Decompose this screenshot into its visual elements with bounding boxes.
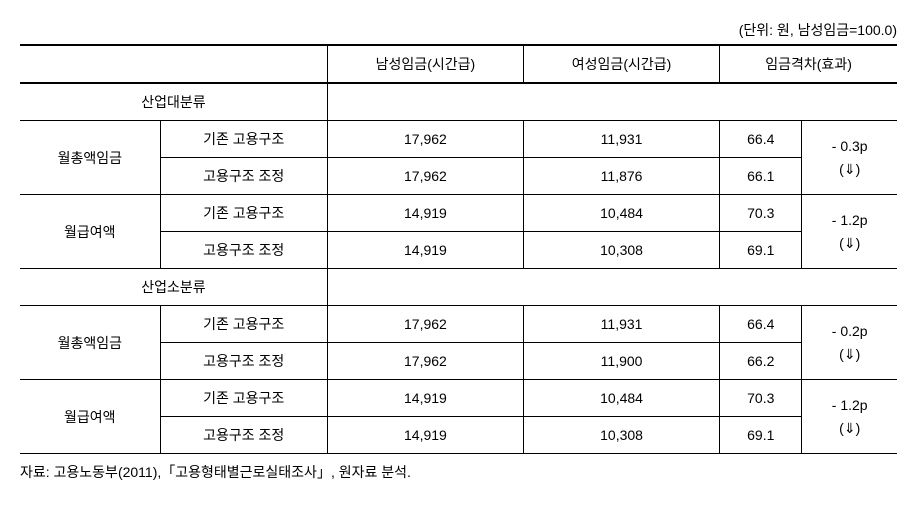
male-value: 17,962 — [327, 343, 523, 380]
male-value: 14,919 — [327, 380, 523, 417]
effect-value: - 1.2p(⇓) — [802, 380, 897, 454]
struct-label: 기존 고용구조 — [160, 121, 327, 158]
header-female-wage: 여성임금(시간급) — [523, 45, 719, 83]
wage-gap-table: 남성임금(시간급) 여성임금(시간급) 임금격차(효과) 산업대분류 월총액임금… — [20, 44, 897, 454]
male-value: 17,962 — [327, 306, 523, 343]
header-row: 남성임금(시간급) 여성임금(시간급) 임금격차(효과) — [20, 45, 897, 83]
gap-value: 66.1 — [720, 158, 802, 195]
header-wage-gap: 임금격차(효과) — [720, 45, 897, 83]
female-value: 10,308 — [523, 232, 719, 269]
female-value: 10,484 — [523, 380, 719, 417]
female-value: 11,876 — [523, 158, 719, 195]
male-value: 17,962 — [327, 121, 523, 158]
female-value: 10,308 — [523, 417, 719, 454]
struct-label: 고용구조 조정 — [160, 343, 327, 380]
struct-label: 기존 고용구조 — [160, 195, 327, 232]
table-row: 월급여액 기존 고용구조 14,919 10,484 70.3 - 1.2p(⇓… — [20, 195, 897, 232]
gap-value: 66.4 — [720, 121, 802, 158]
group-label: 월급여액 — [20, 195, 160, 269]
unit-label: (단위: 원, 남성임금=100.0) — [20, 20, 897, 40]
male-value: 14,919 — [327, 417, 523, 454]
struct-label: 기존 고용구조 — [160, 306, 327, 343]
effect-value: - 1.2p(⇓) — [802, 195, 897, 269]
group-label: 월총액임금 — [20, 306, 160, 380]
header-male-wage: 남성임금(시간급) — [327, 45, 523, 83]
struct-label: 고용구조 조정 — [160, 158, 327, 195]
table-row: 월총액임금 기존 고용구조 17,962 11,931 66.4 - 0.3p(… — [20, 121, 897, 158]
struct-label: 기존 고용구조 — [160, 380, 327, 417]
group-label: 월급여액 — [20, 380, 160, 454]
female-value: 11,900 — [523, 343, 719, 380]
male-value: 14,919 — [327, 195, 523, 232]
gap-value: 69.1 — [720, 232, 802, 269]
gap-value: 70.3 — [720, 195, 802, 232]
gap-value: 69.1 — [720, 417, 802, 454]
female-value: 10,484 — [523, 195, 719, 232]
effect-value: - 0.3p(⇓) — [802, 121, 897, 195]
header-empty — [20, 45, 327, 83]
table-row: 월급여액 기존 고용구조 14,919 10,484 70.3 - 1.2p(⇓… — [20, 380, 897, 417]
gap-value: 66.4 — [720, 306, 802, 343]
struct-label: 고용구조 조정 — [160, 417, 327, 454]
effect-value: - 0.2p(⇓) — [802, 306, 897, 380]
male-value: 17,962 — [327, 158, 523, 195]
female-value: 11,931 — [523, 121, 719, 158]
gap-value: 66.2 — [720, 343, 802, 380]
struct-label: 고용구조 조정 — [160, 232, 327, 269]
male-value: 14,919 — [327, 232, 523, 269]
section-blank — [327, 269, 897, 306]
gap-value: 70.3 — [720, 380, 802, 417]
source-note: 자료: 고용노동부(2011),「고용형태별근로실태조사」, 원자료 분석. — [20, 462, 897, 482]
group-label: 월총액임금 — [20, 121, 160, 195]
section-blank — [327, 83, 897, 121]
section-title: 산업대분류 — [20, 83, 327, 121]
table-row: 월총액임금 기존 고용구조 17,962 11,931 66.4 - 0.2p(… — [20, 306, 897, 343]
female-value: 11,931 — [523, 306, 719, 343]
section-row: 산업소분류 — [20, 269, 897, 306]
section-row: 산업대분류 — [20, 83, 897, 121]
section-title: 산업소분류 — [20, 269, 327, 306]
